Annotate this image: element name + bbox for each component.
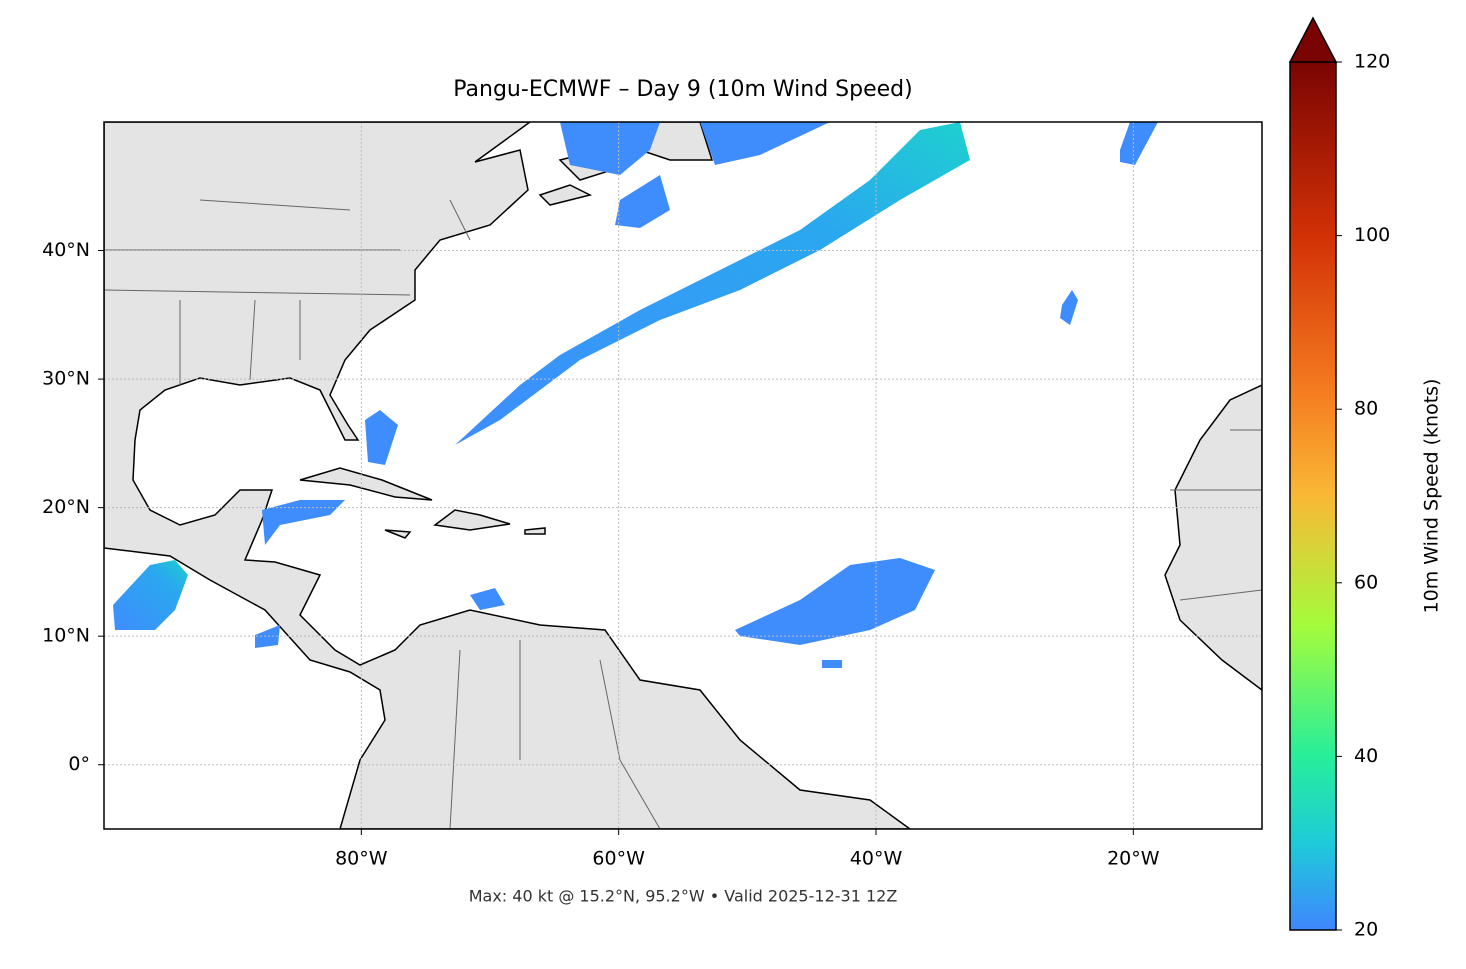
borders [104, 199, 1262, 829]
americas [104, 122, 912, 829]
map-title: Pangu-ECMWF – Day 9 (10m Wind Speed) [453, 77, 912, 102]
colorbar [1289, 61, 1337, 931]
map-area [104, 122, 1262, 829]
x-tick-label: 40°W [850, 848, 903, 870]
y-tick-label: 0° [68, 753, 90, 775]
cuba [299, 467, 433, 501]
colorbar-extend [1288, 16, 1338, 63]
x-tick-label: 80°W [335, 848, 388, 870]
colorbar-tick-label: 40 [1354, 745, 1378, 767]
y-tick-label: 10°N [42, 625, 90, 647]
map-frame [103, 121, 1263, 830]
hispaniola [384, 509, 546, 539]
colorbar-tick-label: 60 [1354, 571, 1378, 593]
colorbar-tick-label: 80 [1354, 398, 1378, 420]
colorbar-tick-label: 120 [1354, 51, 1390, 73]
x-tick-label: 20°W [1107, 848, 1160, 870]
y-tick-label: 40°N [42, 239, 90, 261]
colorbar-label: 10m Wind Speed (knots) [1421, 379, 1443, 614]
y-tick-label: 30°N [42, 368, 90, 390]
africa [1164, 384, 1262, 691]
wind-field [113, 122, 1158, 668]
footer-note: Max: 40 kt @ 15.2°N, 95.2°W • Valid 2025… [469, 887, 898, 906]
x-tick-label: 60°W [592, 848, 645, 870]
colorbar-tick-label: 20 [1354, 919, 1378, 941]
y-tick-label: 20°N [42, 496, 90, 518]
colorbar-tick-label: 100 [1354, 224, 1390, 246]
